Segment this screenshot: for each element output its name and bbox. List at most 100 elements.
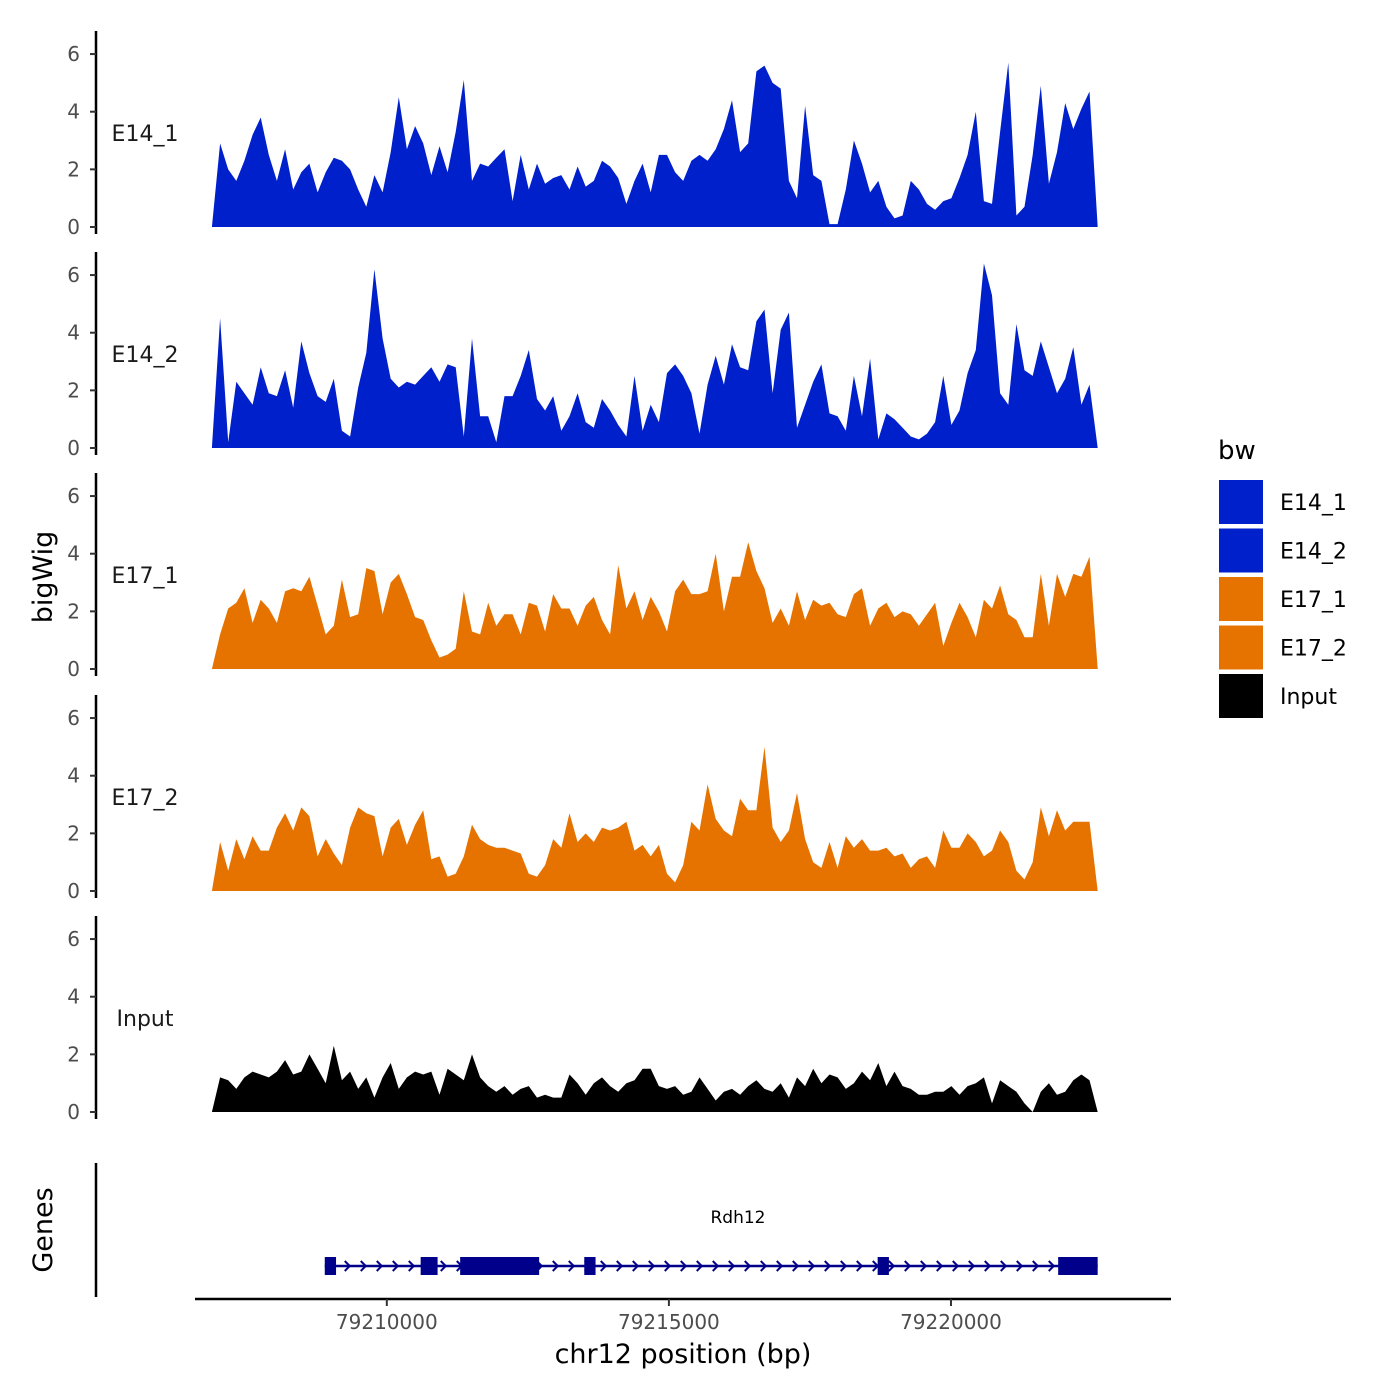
strand-arrow <box>920 1260 928 1272</box>
track-e17-1: 0 2 4 6 E17_1 <box>67 473 1098 681</box>
y-tick-label: 2 <box>67 599 80 623</box>
legend-swatch <box>1219 625 1263 670</box>
track-e17-2: 0 2 4 6 E17_2 <box>67 695 1098 903</box>
track-label-e14-1: E14_1 <box>112 122 179 147</box>
track-label-input: Input <box>117 1007 174 1032</box>
x-tick-label: 79220000 <box>900 1310 1002 1334</box>
legend-swatch <box>1219 480 1263 524</box>
strand-arrow <box>808 1260 816 1272</box>
strand-arrow <box>440 1260 448 1272</box>
strand-arrow <box>776 1260 784 1272</box>
x-axis: 79210000 79215000 79220000 chr12 position … <box>195 1297 1171 1370</box>
strand-arrow <box>952 1260 960 1272</box>
gene-exon <box>1058 1257 1098 1275</box>
strand-arrow <box>792 1260 800 1272</box>
legend-entry-e14-1: E14_1 <box>1219 480 1347 524</box>
y-tick-label: 6 <box>67 484 80 508</box>
strand-arrow <box>1000 1260 1008 1272</box>
genes-axis-title: Genes <box>28 1187 59 1272</box>
legend-title: bw <box>1218 436 1256 466</box>
track-label-e17-2: E17_2 <box>112 786 179 811</box>
strand-arrow <box>936 1260 944 1272</box>
y-tick-label: 4 <box>67 100 80 124</box>
y-tick-label: 4 <box>67 985 80 1009</box>
y-axis-title-group: bigWig <box>28 531 59 624</box>
gene-name-label: Rdh12 <box>710 1208 765 1228</box>
gene-exon <box>324 1257 337 1275</box>
gene-exon <box>584 1257 596 1275</box>
legend-entry-e17-2: E17_2 <box>1219 625 1347 670</box>
gene-exon <box>460 1257 540 1275</box>
track-e14-1: 0 2 4 6 E14_1 <box>67 31 1098 239</box>
strand-arrow <box>712 1260 720 1272</box>
y-tick-label: 4 <box>67 764 80 788</box>
strand-arrow <box>904 1260 912 1272</box>
gene-exon <box>420 1257 438 1275</box>
strand-arrow <box>680 1260 688 1272</box>
strand-arrow <box>856 1260 864 1272</box>
strand-arrow <box>616 1260 624 1272</box>
y-tick-label: 4 <box>67 321 80 345</box>
strand-arrow <box>888 1260 896 1272</box>
gene-model <box>324 1257 1098 1275</box>
strand-arrow <box>344 1260 352 1272</box>
legend-swatch <box>1219 577 1263 621</box>
legend-entry-input: Input <box>1219 674 1337 718</box>
y-tick-label: 0 <box>67 215 80 239</box>
coverage-area-e17-1 <box>211 542 1098 669</box>
track-e14-2: 0 2 4 6 E14_2 <box>67 252 1098 460</box>
y-tick-label: 2 <box>67 1042 80 1066</box>
y-tick-label: 6 <box>67 42 80 66</box>
strand-arrow <box>1016 1260 1024 1272</box>
legend-label: Input <box>1280 685 1337 710</box>
strand-arrow <box>840 1260 848 1272</box>
x-axis-title: chr12 position (bp) <box>555 1339 812 1370</box>
legend: bw E14_1 E14_2 E17_1 E17_2 Input <box>1218 436 1347 718</box>
track-input: 0 2 4 6 Input <box>67 916 1098 1124</box>
strand-arrow <box>744 1260 752 1272</box>
strand-arrow <box>968 1260 976 1272</box>
coverage-tracks: 0 2 4 6 E14_1 0 2 4 6 E14_2 0 2 4 6 E17_1 0 2 4 6 E17_2 0 2 4 6… <box>67 31 1098 1124</box>
y-tick-label: 0 <box>67 879 80 903</box>
x-axis-ticks: 79210000 79215000 79220000 <box>336 1299 1002 1334</box>
strand-arrow <box>984 1260 992 1272</box>
strand-arrow <box>824 1260 832 1272</box>
x-tick-label: 79210000 <box>336 1310 438 1334</box>
coverage-area-e17-2 <box>211 746 1098 891</box>
y-tick-label: 6 <box>67 263 80 287</box>
strand-arrow <box>392 1260 400 1272</box>
legend-swatch <box>1219 528 1263 573</box>
strand-arrow <box>632 1260 640 1272</box>
strand-arrow <box>648 1260 656 1272</box>
coverage-area-e14-2 <box>211 263 1098 448</box>
strand-arrow <box>728 1260 736 1272</box>
y-tick-label: 4 <box>67 542 80 566</box>
y-tick-label: 2 <box>67 157 80 181</box>
legend-label: E14_1 <box>1280 491 1347 516</box>
gene-exon <box>877 1257 889 1275</box>
strand-arrow <box>360 1260 368 1272</box>
y-tick-label: 6 <box>67 927 80 951</box>
legend-entries: E14_1 E14_2 E17_1 E17_2 Input <box>1219 480 1347 718</box>
coverage-area-input <box>211 1045 1098 1112</box>
y-tick-label: 0 <box>67 436 80 460</box>
strand-arrow <box>600 1260 608 1272</box>
strand-arrow <box>1048 1260 1056 1272</box>
strand-arrow <box>408 1260 416 1272</box>
x-tick-label: 79215000 <box>618 1310 720 1334</box>
legend-entry-e17-1: E17_1 <box>1219 577 1347 621</box>
track-label-e14-2: E14_2 <box>112 343 179 368</box>
strand-arrow <box>696 1260 704 1272</box>
legend-label: E17_2 <box>1280 637 1347 662</box>
strand-arrow <box>376 1260 384 1272</box>
genes-panel: Genes Rdh12 <box>28 1163 1098 1297</box>
strand-arrow <box>568 1260 576 1272</box>
strand-arrow <box>1032 1260 1040 1272</box>
y-tick-label: 2 <box>67 378 80 402</box>
y-axis-title: bigWig <box>28 531 59 624</box>
coverage-area-e14-1 <box>211 62 1098 228</box>
track-label-e17-1: E17_1 <box>112 564 179 589</box>
legend-swatch <box>1219 674 1263 718</box>
y-tick-label: 0 <box>67 657 80 681</box>
